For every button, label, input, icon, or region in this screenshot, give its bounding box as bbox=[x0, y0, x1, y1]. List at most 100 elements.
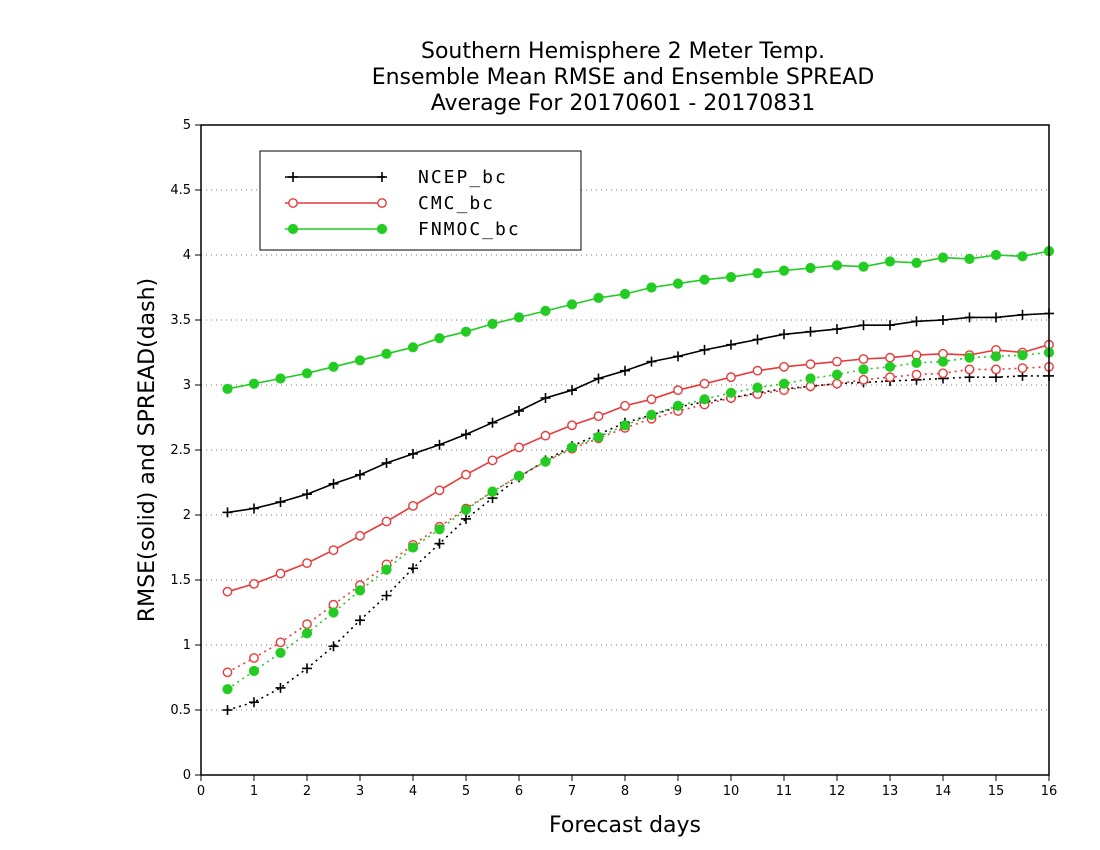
CMC_bc-rmse-point bbox=[487, 455, 498, 466]
FNMOC_bc-spread-point bbox=[487, 486, 498, 497]
FNMOC_bc-spread-point bbox=[248, 665, 260, 677]
CMC_bc-rmse-point bbox=[328, 545, 339, 555]
FNMOC_bc-spread-line bbox=[227, 351, 1050, 690]
legend-box bbox=[259, 150, 582, 251]
x-tick-label: 2 bbox=[303, 784, 311, 799]
NCEP_bc-rmse-point bbox=[593, 373, 604, 384]
NCEP_bc-spread-point bbox=[275, 682, 286, 693]
chart-title: Southern Hemisphere 2 Meter Temp. Ensemb… bbox=[372, 39, 875, 116]
FNMOC_bc-spread-point bbox=[434, 524, 445, 535]
CMC_bc-rmse-point bbox=[593, 411, 604, 422]
NCEP_bc-spread-point bbox=[222, 705, 233, 715]
legend-marker-NCEP_bc bbox=[288, 172, 298, 182]
NCEP_bc-rmse-line bbox=[227, 312, 1050, 514]
FNMOC_bc-spread-point bbox=[301, 628, 313, 639]
NCEP_bc-rmse-point bbox=[434, 439, 445, 450]
legend-marker-CMC_bc bbox=[377, 198, 387, 208]
NCEP_bc-rmse-point bbox=[938, 315, 948, 325]
y-tick-label: 0 bbox=[183, 768, 191, 783]
FNMOC_bc-rmse-point bbox=[566, 299, 578, 310]
NCEP_bc-rmse-point bbox=[646, 356, 657, 367]
title-line-3: Average For 20170601 - 20170831 bbox=[431, 91, 816, 116]
NCEP_bc-rmse-point bbox=[911, 316, 922, 327]
CMC_bc-rmse-point bbox=[726, 372, 736, 383]
x-tick-label: 0 bbox=[197, 784, 205, 799]
FNMOC_bc-spread-point bbox=[911, 357, 922, 368]
CMC_bc-spread-point bbox=[858, 374, 869, 385]
legend-marker-FNMOC_bc bbox=[376, 223, 388, 235]
NCEP_bc-spread-point bbox=[355, 615, 365, 626]
FNMOC_bc-rmse-point bbox=[752, 268, 763, 279]
x-tick-label: 6 bbox=[515, 784, 523, 799]
NCEP_bc-rmse-point bbox=[461, 429, 471, 440]
FNMOC_bc-spread-point bbox=[752, 382, 763, 393]
FNMOC_bc-rmse-point bbox=[222, 383, 233, 394]
CMC_bc-spread-point bbox=[885, 372, 895, 383]
y-tick-label: 3 bbox=[183, 378, 191, 393]
FNMOC_bc-rmse-point bbox=[248, 378, 260, 389]
NCEP_bc-rmse-point bbox=[540, 393, 551, 403]
x-tick-label: 8 bbox=[621, 784, 629, 799]
legend-label-FNMOC_bc: FNMOC_bc bbox=[418, 219, 521, 240]
CMC_bc-spread-point bbox=[964, 364, 975, 375]
CMC_bc-rmse-point bbox=[514, 442, 524, 453]
y-tick-label: 1 bbox=[183, 638, 191, 653]
NCEP_bc-rmse-point bbox=[275, 497, 286, 507]
CMC_bc-rmse-point bbox=[805, 359, 816, 370]
CMC_bc-rmse-point bbox=[858, 354, 869, 364]
FNMOC_bc-rmse-point bbox=[540, 305, 551, 316]
x-tick-label: 10 bbox=[723, 784, 740, 799]
CMC_bc-spread-point bbox=[911, 369, 922, 380]
FNMOC_bc-rmse-point bbox=[513, 312, 525, 323]
FNMOC_bc-spread-point bbox=[990, 351, 1002, 362]
FNMOC_bc-spread-point bbox=[884, 361, 896, 372]
NCEP_bc-rmse-point bbox=[752, 334, 763, 345]
FNMOC_bc-rmse-point bbox=[328, 361, 339, 372]
FNMOC_bc-spread-point bbox=[937, 356, 949, 367]
CMC_bc-spread-point bbox=[275, 637, 286, 648]
CMC_bc-rmse-point bbox=[461, 469, 471, 480]
FNMOC_bc-rmse-point bbox=[990, 249, 1002, 261]
NCEP_bc-rmse-point bbox=[567, 385, 577, 396]
FNMOC_bc-rmse-point bbox=[884, 256, 896, 267]
CMC_bc-spread-point bbox=[1017, 363, 1028, 373]
CMC_bc-rmse-point bbox=[275, 568, 286, 579]
x-tick-label: 12 bbox=[829, 784, 846, 799]
FNMOC_bc-rmse-point bbox=[1017, 251, 1028, 262]
FNMOC_bc-rmse-point bbox=[460, 326, 472, 337]
x-tick-label: 1 bbox=[250, 784, 258, 799]
CMC_bc-rmse-point bbox=[620, 400, 630, 411]
FNMOC_bc-rmse-point bbox=[619, 288, 631, 300]
FNMOC_bc-spread-point bbox=[381, 564, 392, 575]
FNMOC_bc-spread-point bbox=[964, 352, 975, 363]
NCEP_bc-rmse-point bbox=[514, 406, 524, 416]
FNMOC_bc-spread-point bbox=[328, 607, 339, 618]
NCEP_bc-spread-point bbox=[328, 641, 339, 652]
x-tick-label: 5 bbox=[462, 784, 470, 799]
FNMOC_bc-rmse-point bbox=[354, 355, 366, 366]
NCEP_bc-rmse-point bbox=[328, 478, 339, 489]
CMC_bc-rmse-point bbox=[699, 378, 710, 389]
FNMOC_bc-rmse-point bbox=[778, 265, 790, 276]
NCEP_bc-rmse-point bbox=[885, 320, 895, 331]
NCEP_bc-rmse-point bbox=[964, 312, 975, 323]
NCEP_bc-rmse-point bbox=[858, 320, 869, 331]
legend-label-NCEP_bc: NCEP_bc bbox=[418, 167, 508, 188]
NCEP_bc-rmse-point bbox=[302, 489, 312, 500]
x-tick-label: 7 bbox=[568, 784, 576, 799]
title-line-2: Ensemble Mean RMSE and Ensemble SPREAD bbox=[372, 65, 875, 90]
x-tick-label: 9 bbox=[674, 784, 682, 799]
y-tick-label: 3.5 bbox=[170, 313, 191, 328]
NCEP_bc-rmse-point bbox=[699, 344, 710, 355]
CMC_bc-rmse-point bbox=[434, 485, 445, 496]
NCEP_bc-spread-point bbox=[249, 697, 259, 708]
FNMOC_bc-rmse-point bbox=[407, 342, 419, 353]
NCEP_bc-spread-point bbox=[408, 563, 418, 574]
NCEP_bc-spread-point bbox=[302, 663, 312, 674]
x-tick-label: 3 bbox=[356, 784, 364, 799]
y-tick-label: 1.5 bbox=[170, 573, 191, 588]
CMC_bc-rmse-point bbox=[222, 586, 233, 597]
FNMOC_bc-spread-point bbox=[831, 369, 843, 380]
FNMOC_bc-rmse-point bbox=[381, 348, 392, 359]
FNMOC_bc-rmse-point bbox=[964, 253, 975, 264]
